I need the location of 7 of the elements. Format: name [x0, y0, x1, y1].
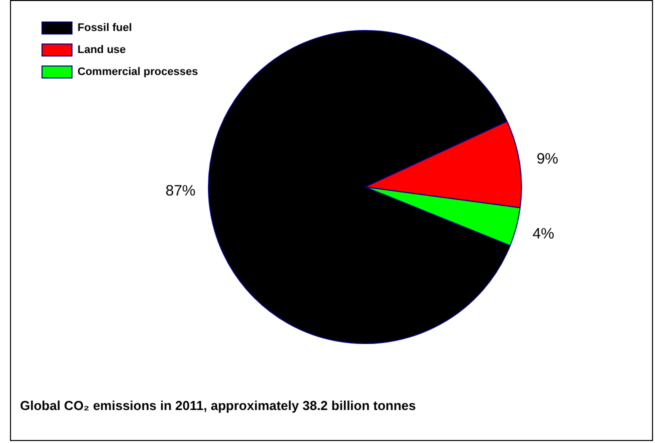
legend-label: Land use	[78, 44, 126, 56]
text: Global CO₂ emissions in 2011, approximately 38.2 billion tonnes	[20, 398, 416, 413]
legend-label: Commercial processes	[78, 66, 198, 78]
legend-label: Fossil fuel	[78, 22, 132, 34]
data-label: 87%	[165, 182, 196, 200]
data-label: 9%	[536, 150, 558, 168]
data-label: 4%	[532, 225, 554, 242]
